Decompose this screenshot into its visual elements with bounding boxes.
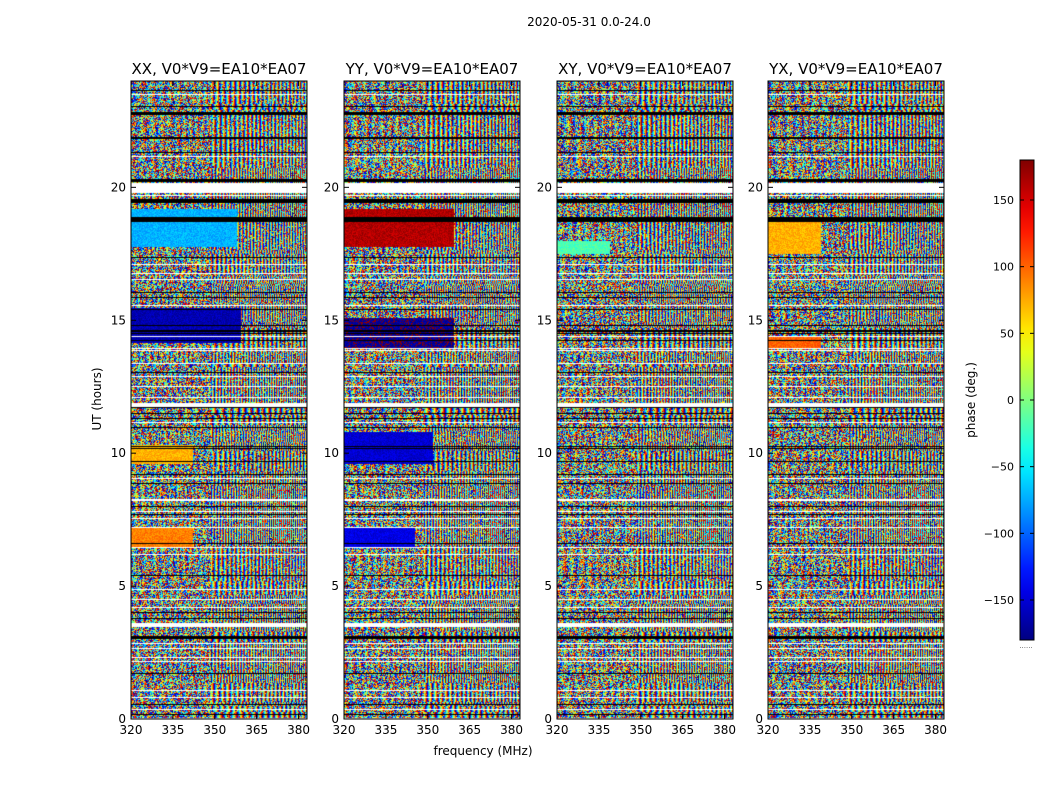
axes-frame	[767, 80, 945, 720]
panel-title: YY, V0*V9=EA10*EA07	[345, 60, 519, 78]
x-tick-label: 380	[287, 723, 310, 737]
x-tick-label: 335	[587, 723, 610, 737]
y-tick-label: 20	[324, 180, 339, 194]
x-tick-label: 380	[500, 723, 523, 737]
x-tick-label: 365	[882, 723, 905, 737]
heatmap-panel-3: XY, V0*V9=EA10*EA07 320 335 350 365 380 0 5 10 15…	[537, 60, 736, 737]
y-axis-label: UT (hours)	[90, 367, 104, 430]
y-tick-label: 20	[111, 180, 126, 194]
colorbar-tick-label: −50	[991, 461, 1014, 474]
x-tick-label: 380	[924, 723, 947, 737]
colorbar-tick-label: −150	[984, 594, 1014, 607]
colorbar-label: phase (deg.)	[964, 362, 978, 438]
phase-heatmap-image	[344, 81, 520, 719]
x-tick-label: 350	[840, 723, 863, 737]
x-tick-label: 350	[629, 723, 652, 737]
y-tick-label: 15	[537, 313, 552, 327]
axes-frame	[343, 80, 521, 720]
y-tick-label: 20	[537, 180, 552, 194]
x-tick-label: 365	[671, 723, 694, 737]
colorbar-tick-label: 100	[993, 261, 1014, 274]
x-tick-label: 335	[374, 723, 397, 737]
colorbar-overflow-dots: ......	[1019, 642, 1032, 650]
colorbar-tick-label: 50	[1000, 327, 1014, 340]
phase-heatmap-image	[768, 81, 944, 719]
phase-heatmap-image	[131, 81, 307, 719]
x-tick-label: 335	[798, 723, 821, 737]
axes-frame	[130, 80, 308, 720]
heatmap-panel-2: YY, V0*V9=EA10*EA07 320 335 350 365 380 0 5 10 15…	[324, 60, 523, 737]
y-tick-label: 10	[324, 446, 339, 460]
phase-colorbar: 150 100 50 0 −50 −100 −150	[984, 159, 1035, 641]
x-tick-label: 350	[416, 723, 439, 737]
heatmap-panel-4: YX, V0*V9=EA10*EA07 320 335 350 365 380 0 5 10 15…	[748, 60, 947, 737]
panel-title: XX, V0*V9=EA10*EA07	[132, 60, 307, 78]
y-tick-label: 15	[748, 313, 763, 327]
y-tick-label: 5	[118, 579, 126, 593]
y-tick-label: 0	[544, 712, 552, 726]
x-tick-label: 320	[333, 723, 356, 737]
y-tick-label: 0	[118, 712, 126, 726]
y-tick-label: 10	[748, 446, 763, 460]
x-tick-label: 320	[546, 723, 569, 737]
y-tick-label: 10	[537, 446, 552, 460]
y-tick-label: 0	[755, 712, 763, 726]
panel-title: YX, V0*V9=EA10*EA07	[768, 60, 943, 78]
colorbar-tick-label: −100	[984, 527, 1014, 540]
colorbar-tick-label: 0	[1007, 394, 1014, 407]
colorbar-tick-label: 150	[993, 194, 1014, 207]
x-tick-label: 365	[245, 723, 268, 737]
panel-title: XY, V0*V9=EA10*EA07	[558, 60, 732, 78]
x-tick-label: 320	[120, 723, 143, 737]
y-tick-label: 0	[331, 712, 339, 726]
x-tick-label: 320	[757, 723, 780, 737]
x-tick-label: 380	[713, 723, 736, 737]
x-tick-label: 350	[203, 723, 226, 737]
x-tick-label: 335	[161, 723, 184, 737]
heatmap-panels: XX, V0*V9=EA10*EA07 320 335 350 365 380 0 5 10 15…	[111, 60, 947, 737]
y-tick-label: 20	[748, 180, 763, 194]
heatmap-panel-1: XX, V0*V9=EA10*EA07 320 335 350 365 380 0 5 10 15…	[111, 60, 310, 737]
phase-heatmap-image	[557, 81, 733, 719]
y-tick-label: 15	[111, 313, 126, 327]
y-tick-label: 10	[111, 446, 126, 460]
y-tick-label: 5	[331, 579, 339, 593]
x-tick-label: 365	[458, 723, 481, 737]
axes-frame	[556, 80, 734, 720]
figure-suptitle: 2020-05-31 0.0-24.0	[527, 15, 651, 29]
y-tick-label: 5	[544, 579, 552, 593]
y-tick-label: 15	[324, 313, 339, 327]
x-axis-label: frequency (MHz)	[433, 744, 532, 758]
y-tick-label: 5	[755, 579, 763, 593]
